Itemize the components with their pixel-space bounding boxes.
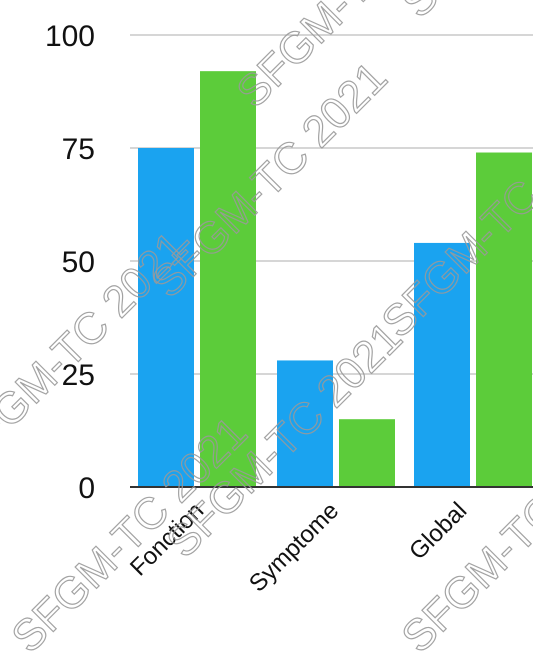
y-tick-label: 100 bbox=[45, 20, 95, 53]
x-tick-label: Symptome bbox=[244, 497, 344, 597]
watermark-text: SFGM-TC 2021 bbox=[392, 0, 533, 27]
x-tick-label: Global bbox=[404, 497, 472, 565]
y-tick-label: 75 bbox=[62, 133, 95, 166]
bar-symptome-series-1 bbox=[277, 360, 333, 487]
bar-global-series-1 bbox=[414, 242, 470, 487]
y-axis-ticks: 0 25 50 75 100 bbox=[45, 20, 95, 505]
bar-fonction-series-1 bbox=[138, 148, 194, 487]
bar-fonction-series-2 bbox=[200, 71, 256, 487]
y-tick-label: 25 bbox=[62, 359, 95, 392]
bar-symptome-series-2 bbox=[339, 419, 395, 487]
bars bbox=[138, 71, 532, 487]
y-tick-label: 0 bbox=[78, 472, 95, 505]
bar-global-series-2 bbox=[476, 152, 532, 487]
y-tick-label: 50 bbox=[62, 246, 95, 279]
